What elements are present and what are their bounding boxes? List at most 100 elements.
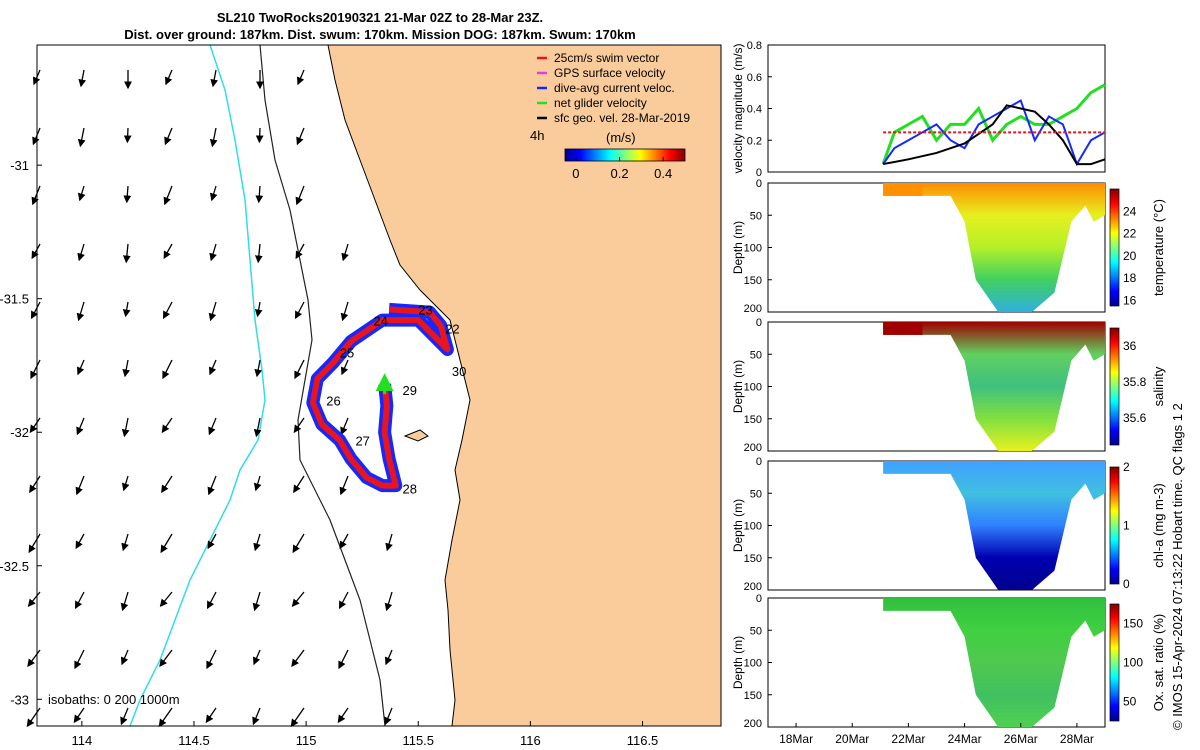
velocity-ylabel: velocity magnitude (m/s): [731, 43, 745, 173]
time-tick-label: 26Mar: [1004, 732, 1038, 746]
current-vector: [159, 591, 173, 608]
velocity-ytick-label: 0.4: [747, 104, 762, 116]
legend-entry: GPS surface velocity: [554, 66, 665, 80]
current-vector: [338, 591, 349, 610]
section-ylabel: Depth (m): [731, 499, 745, 552]
colorbar-ticks: 0 0.2 0.4: [572, 157, 672, 181]
current-vector: [294, 301, 305, 320]
velocity-ytick-label: 0.6: [747, 72, 762, 84]
current-vector: [208, 417, 217, 436]
current-vector: [122, 243, 131, 264]
section-cbar-tick-label: 18: [1123, 271, 1137, 285]
land-polygon: [327, 44, 722, 727]
current-vector: [77, 243, 85, 262]
legend-entry: 25cm/s swim vector: [554, 51, 659, 65]
current-vector: [210, 69, 219, 88]
isobath-200m: [259, 44, 386, 727]
current-vector: [293, 475, 305, 494]
map-xtick-label: 114.5: [178, 733, 210, 748]
current-vector: [340, 301, 349, 322]
section-cbar-tick-label: 20: [1123, 249, 1137, 263]
section-ytick-label: 0: [756, 456, 762, 468]
current-vector: [27, 591, 41, 608]
time-axis: 18Mar 20Mar 22Mar 24Mar 26Mar 28Mar: [779, 723, 1094, 746]
section-temperature: 0 50 100 150 200 Depth (m) 16 18 20 22 24 temperatu…: [731, 178, 1166, 315]
map-ytick-label: -31.5: [0, 292, 29, 307]
map-xtick-label: 115.5: [402, 733, 434, 748]
section-ytick-label: 100: [744, 658, 762, 670]
current-vector: [74, 649, 85, 670]
current-vector: [74, 591, 85, 610]
section-cbar-tick-label: 16: [1123, 293, 1137, 307]
colorbar-tick-label: 0.2: [611, 166, 629, 181]
current-vector: [77, 127, 86, 148]
section-ytick-label: 150: [744, 553, 762, 565]
legend-entry: sfc geo. vel. 28-Mar-2019: [554, 111, 690, 125]
section-cbar-tick-label: 22: [1123, 227, 1137, 241]
current-vector: [161, 417, 173, 434]
time-tick-label: 24Mar: [948, 732, 982, 746]
section-salinity: 0 50 100 150 200 Depth (m) 35.6 35.8 36 salinity: [731, 317, 1166, 454]
section-ytick-label: 200: [744, 303, 762, 315]
current-vector: [162, 359, 173, 380]
colorbar-ramp: [564, 148, 686, 162]
current-vector: [296, 69, 305, 86]
section-field: [883, 461, 1105, 590]
time-tick-label: 22Mar: [891, 732, 925, 746]
current-vector: [254, 359, 263, 378]
day-label: 22: [445, 321, 459, 336]
day-label: 30: [452, 364, 466, 379]
section-ytick-label: 150: [744, 414, 762, 426]
colorbar-tick-label: 0.4: [654, 166, 672, 181]
section-cbar-label: Ox. sat. ratio (%): [1151, 614, 1166, 712]
current-vector: [160, 533, 173, 554]
current-vector: [341, 243, 349, 262]
current-vector: [76, 301, 85, 322]
current-vector: [29, 417, 41, 434]
current-vector: [73, 707, 85, 724]
current-vector: [123, 185, 132, 204]
coastline: [327, 44, 722, 727]
velocity-ytick-label: 0.2: [747, 135, 762, 147]
current-vector: [254, 243, 263, 264]
current-vector: [77, 185, 86, 202]
current-vector: [291, 591, 305, 608]
current-vector: [340, 359, 349, 376]
map-frame: [36, 44, 722, 727]
rottnest-island: [403, 429, 429, 442]
current-vector: [164, 127, 173, 146]
swim-vector-track: [309, 306, 451, 489]
section-ytick-label: 50: [750, 625, 762, 637]
current-vector: [384, 591, 393, 612]
section-colorbar: [1109, 466, 1120, 585]
current-vector: [122, 301, 131, 318]
current-vector: [384, 649, 393, 666]
current-vector: [295, 185, 305, 206]
current-vector: [207, 475, 217, 496]
section-ytick-label: 200: [744, 442, 762, 454]
section-cbar-label: chl-a (mg m-3): [1151, 483, 1166, 568]
current-vector: [291, 649, 305, 668]
current-vector: [123, 127, 132, 144]
current-vector: [253, 417, 262, 438]
current-vector: [120, 707, 129, 726]
current-vector: [337, 707, 349, 724]
day-label: 23: [418, 303, 432, 318]
current-vector: [76, 359, 85, 376]
section-ylabel: Depth (m): [731, 636, 745, 689]
current-vector: [209, 185, 218, 202]
map-xtick-label: 115: [296, 733, 317, 748]
section-ytick-label: 100: [744, 521, 762, 533]
current-vector: [162, 301, 173, 320]
current-vector: [122, 359, 131, 378]
colorbar-side-label: 4h: [530, 128, 544, 143]
current-vector: [120, 591, 129, 612]
section-cbar-tick-label: 36: [1123, 339, 1137, 353]
current-vector: [340, 417, 349, 436]
section-ytick-label: 200: [744, 581, 762, 593]
current-vector: [252, 591, 261, 612]
current-vector: [208, 359, 217, 376]
figure-title-line2: Dist. over ground: 187km. Dist. swum: 17…: [124, 27, 636, 42]
